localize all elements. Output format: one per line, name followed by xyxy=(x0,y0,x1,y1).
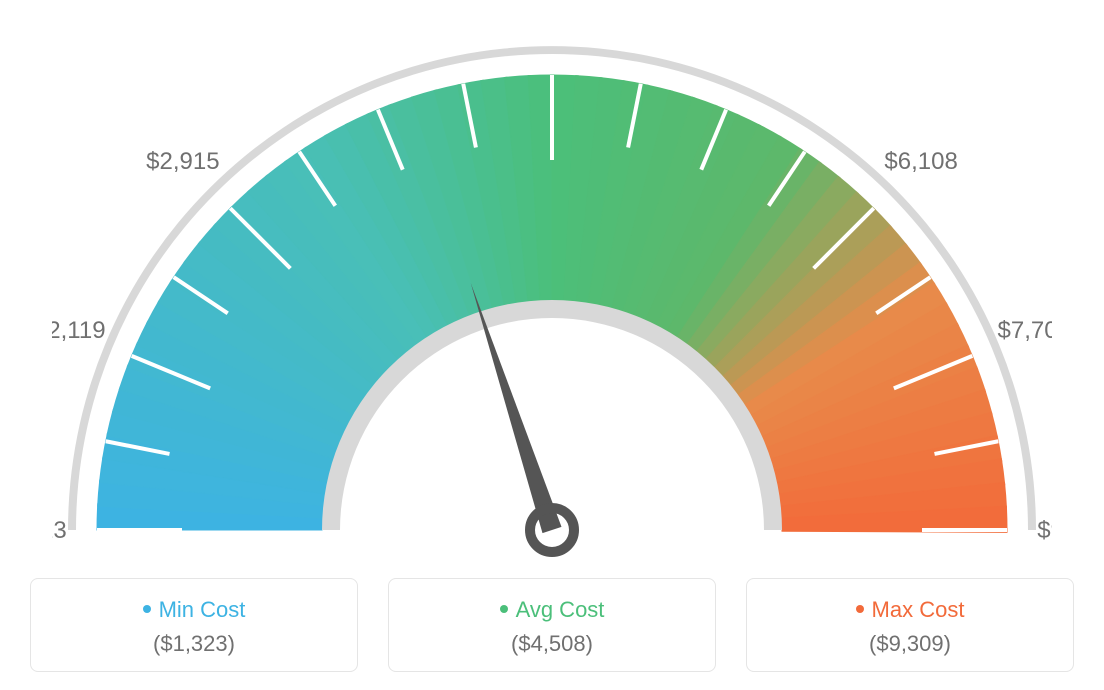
gauge-tick-label: $2,915 xyxy=(146,148,219,175)
legend-value: ($4,508) xyxy=(389,631,715,657)
legend-row: Min Cost ($1,323) Avg Cost ($4,508) Max Cost… xyxy=(0,578,1104,672)
legend-dot-icon xyxy=(500,605,508,613)
legend-dot-icon xyxy=(143,605,151,613)
gauge-tick-label: $1,323 xyxy=(52,517,67,544)
gauge-tick-label: $2,119 xyxy=(52,317,106,344)
gauge-tick-label: $6,108 xyxy=(884,148,957,175)
gauge-tick-label: $7,708 xyxy=(998,317,1052,344)
legend-label-text: Min Cost xyxy=(159,597,246,622)
gauge-tick-label: $4,508 xyxy=(515,20,588,22)
legend-card-avg-cost: Avg Cost ($4,508) xyxy=(388,578,716,672)
legend-card-min-cost: Min Cost ($1,323) xyxy=(30,578,358,672)
cost-gauge: $1,323 $2,119 $2,915 $4,508 $6,108 $7,708 $9,3… xyxy=(52,20,1052,560)
legend-card-max-cost: Max Cost ($9,309) xyxy=(746,578,1074,672)
legend-dot-icon xyxy=(856,605,864,613)
legend-label-text: Avg Cost xyxy=(516,597,605,622)
legend-label: Max Cost xyxy=(747,597,1073,623)
legend-label: Avg Cost xyxy=(389,597,715,623)
legend-value: ($9,309) xyxy=(747,631,1073,657)
legend-value: ($1,323) xyxy=(31,631,357,657)
gauge-tick-label: $9,309 xyxy=(1037,517,1052,544)
legend-label: Min Cost xyxy=(31,597,357,623)
gauge-svg: $1,323 $2,119 $2,915 $4,508 $6,108 $7,708 $9,3… xyxy=(52,20,1052,560)
legend-label-text: Max Cost xyxy=(872,597,965,622)
